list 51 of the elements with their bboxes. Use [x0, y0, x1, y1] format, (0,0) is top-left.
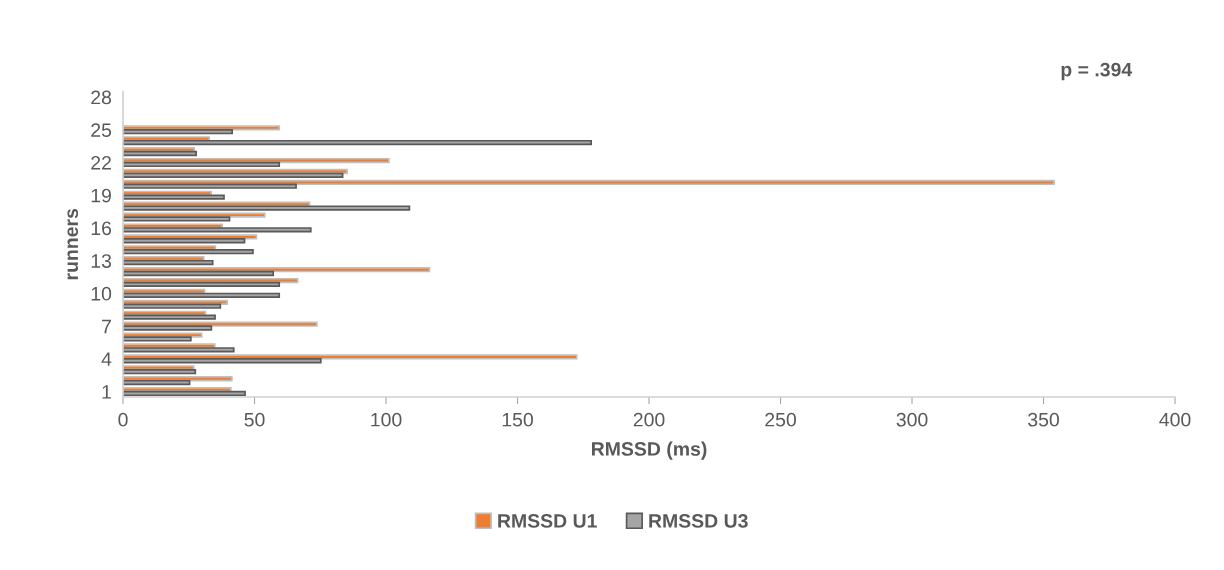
y-tick-label: 28	[91, 90, 112, 105]
bar	[123, 194, 225, 200]
bar	[123, 139, 592, 146]
bar	[123, 179, 1055, 186]
bar	[123, 379, 191, 386]
bar	[123, 227, 312, 233]
x-tick-label: 150	[502, 412, 533, 427]
y-tick-label: 1	[102, 385, 111, 399]
bar	[123, 368, 197, 375]
bar	[123, 358, 322, 364]
legend-label: RMSSD U1	[498, 514, 597, 528]
x-tick-label: 250	[765, 412, 796, 427]
y-axis-title: runners	[67, 208, 79, 280]
bar	[123, 325, 213, 331]
y-tick-label: 22	[91, 155, 111, 170]
y-tick-label: 16	[91, 221, 112, 236]
legend-label: RMSSD U3	[649, 514, 748, 528]
x-tick-label: 400	[1159, 412, 1191, 427]
x-tick-label: 200	[633, 412, 665, 427]
bar	[123, 161, 281, 168]
bar	[123, 270, 275, 277]
bar	[123, 354, 578, 360]
x-tick-label: 300	[896, 412, 928, 427]
x-tick-label: 0	[118, 412, 128, 427]
y-tick-label: 7	[102, 319, 111, 334]
bar	[123, 129, 233, 135]
y-tick-label: 19	[91, 188, 111, 203]
y-tick-label: 4	[101, 352, 112, 366]
y-tick-label: 25	[91, 123, 112, 138]
bar	[123, 259, 214, 266]
text: p = .394	[1061, 62, 1133, 81]
bar	[123, 336, 192, 342]
x-tick-label: 50	[244, 412, 265, 427]
x-tick-label: 100	[371, 412, 402, 427]
bar	[123, 249, 254, 255]
bar	[123, 216, 231, 222]
bar	[123, 172, 344, 178]
bar	[123, 281, 281, 288]
bar	[123, 183, 297, 189]
x-tick-label: 350	[1028, 412, 1059, 427]
bar	[123, 205, 411, 211]
x-axis-title: RMSSD (ms)	[591, 441, 707, 460]
bar	[123, 347, 235, 353]
bar	[123, 303, 222, 309]
y-tick-label: 10	[91, 286, 112, 301]
bar	[123, 292, 281, 298]
bar	[123, 150, 197, 157]
bar	[123, 238, 246, 244]
y-tick-label: 13	[91, 254, 112, 268]
bar	[123, 314, 216, 320]
bar	[123, 390, 246, 397]
